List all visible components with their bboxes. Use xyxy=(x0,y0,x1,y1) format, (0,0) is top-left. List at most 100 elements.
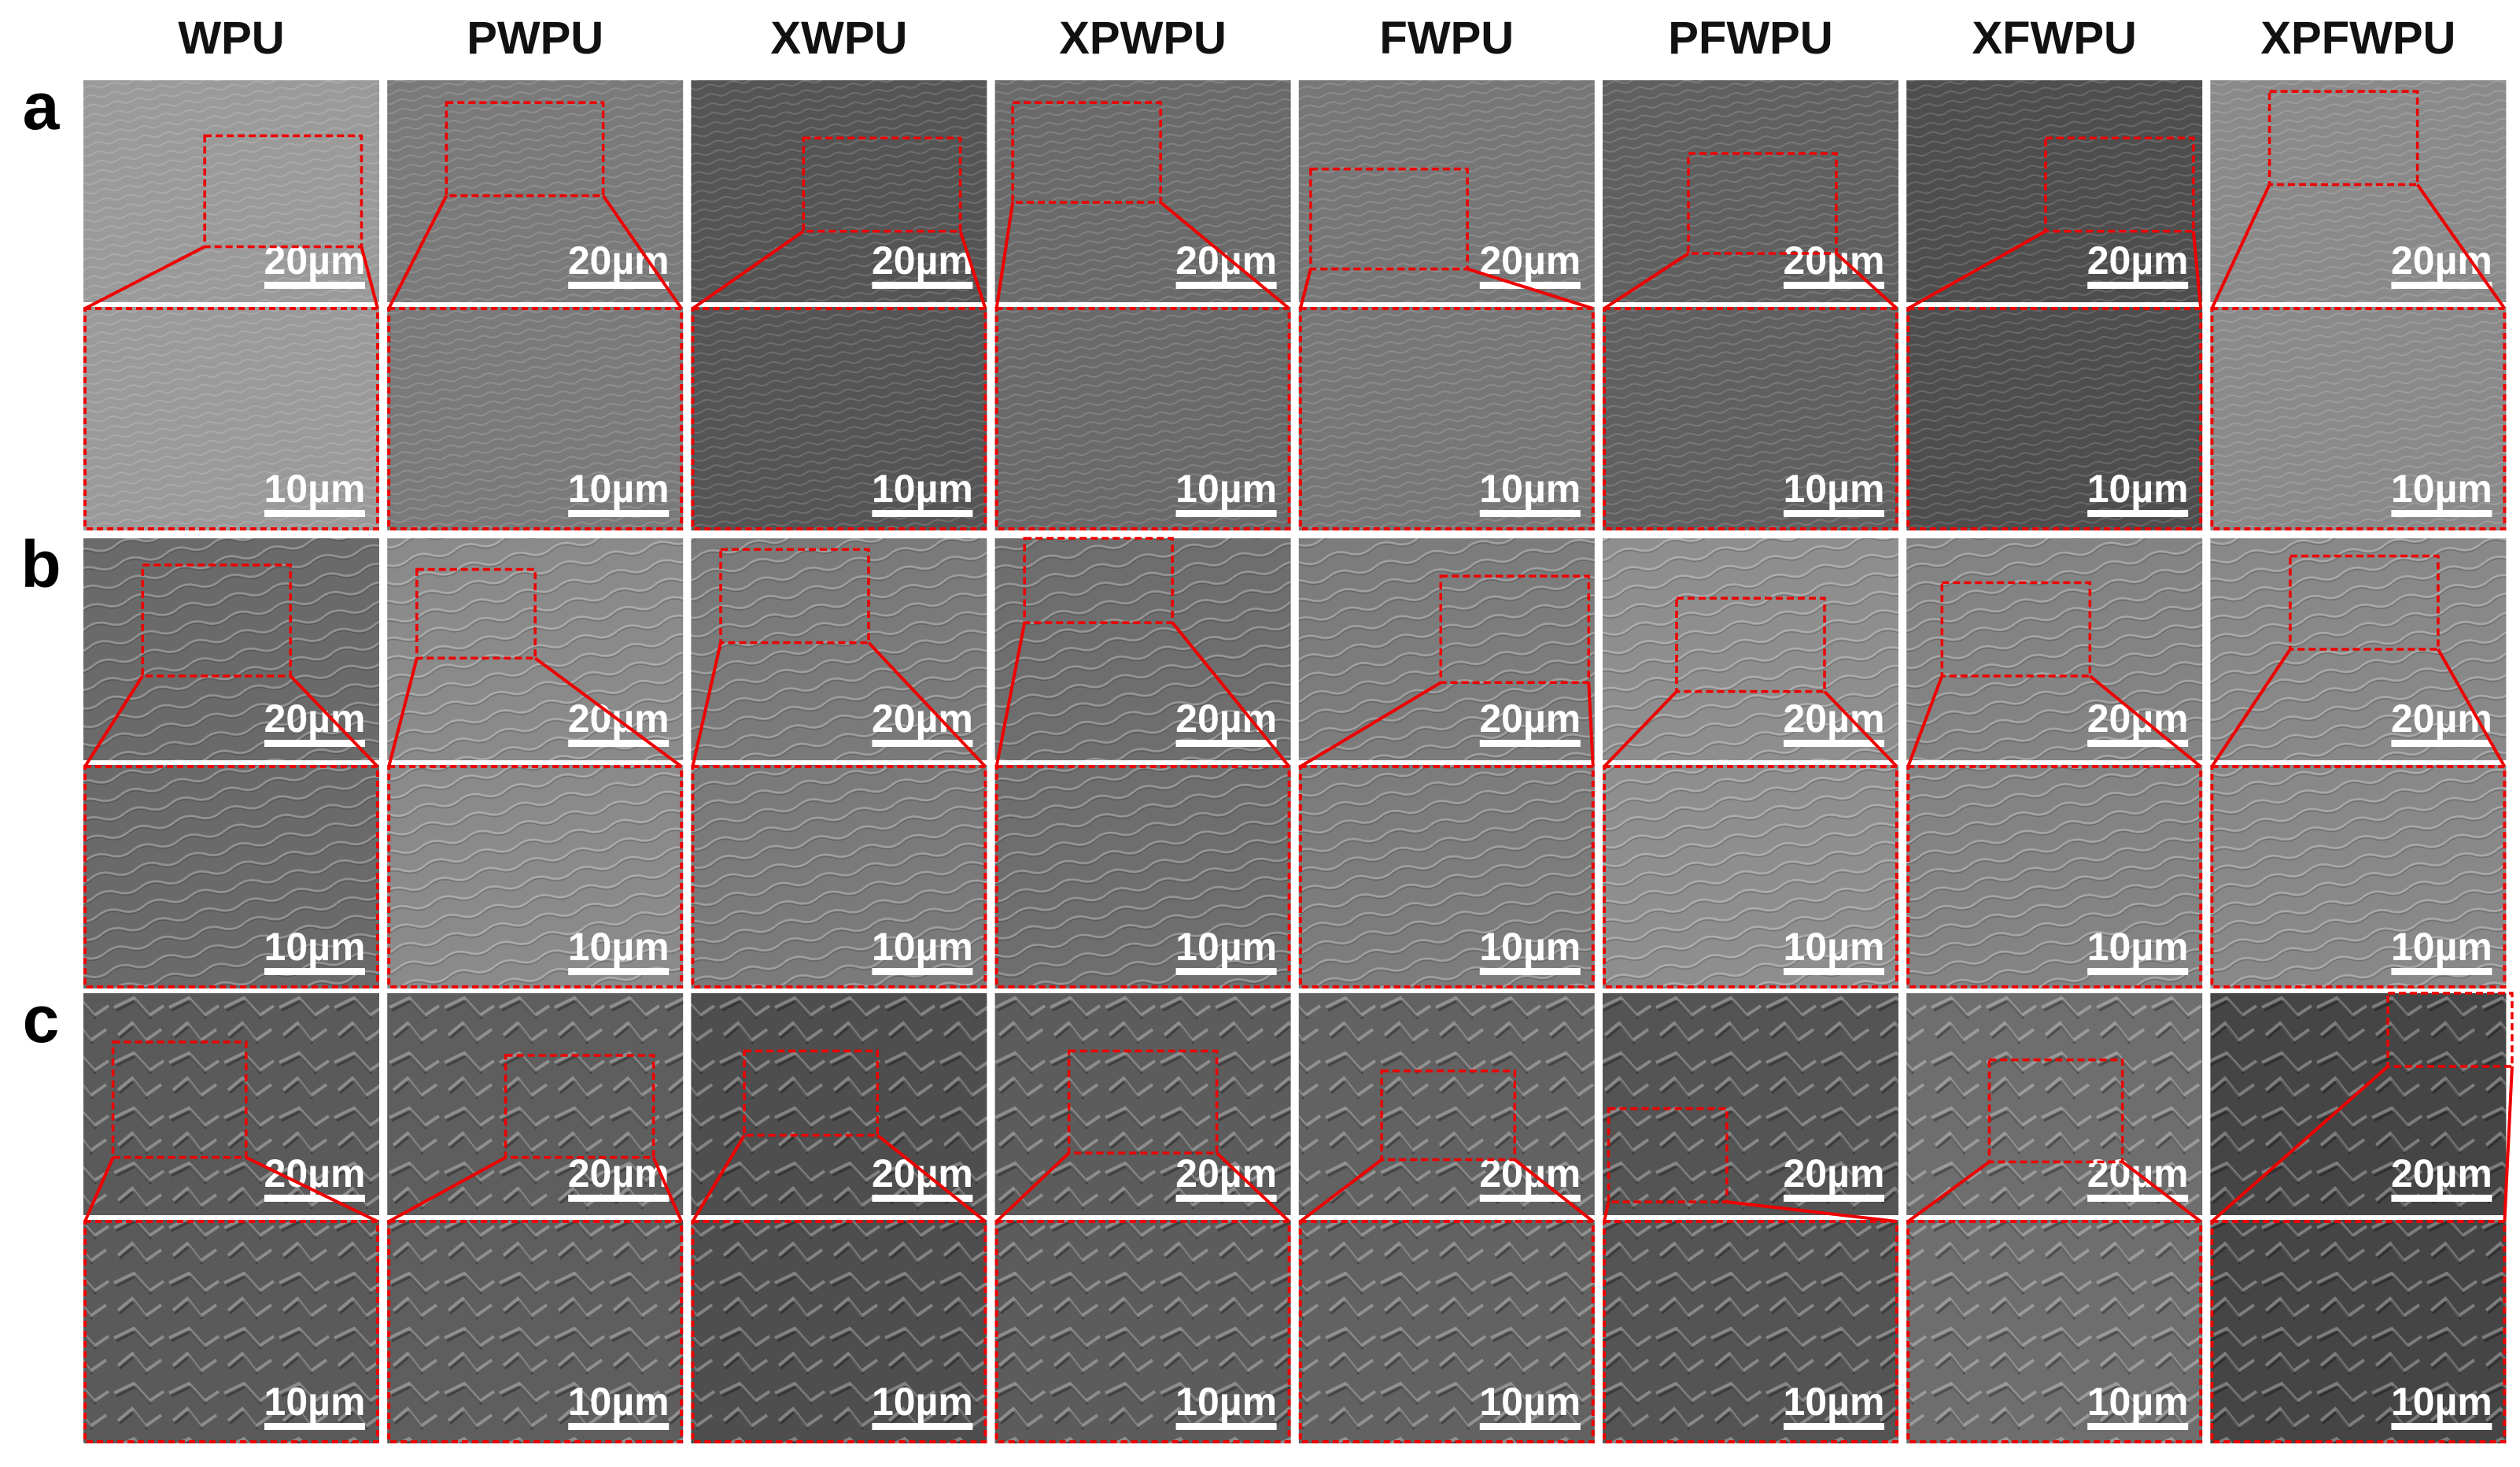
zoom-line xyxy=(534,656,683,768)
detail-border xyxy=(994,307,1291,530)
zoom-line xyxy=(2210,648,2292,768)
sem-panel: 10µm xyxy=(1603,1220,1898,1443)
detail-border xyxy=(691,765,987,988)
sem-panel: 10µm xyxy=(691,1220,987,1443)
scale-bar-label: 10µm xyxy=(264,925,366,969)
panel-texture xyxy=(691,538,987,760)
panel-texture xyxy=(2210,1220,2507,1443)
sem-panel: 10µm xyxy=(691,765,987,988)
panel-texture xyxy=(1603,538,1898,760)
panel-texture xyxy=(1298,80,1595,302)
zoom-line xyxy=(1603,690,1678,768)
zoom-box xyxy=(1607,1107,1729,1203)
panel-texture xyxy=(994,80,1291,302)
detail-border xyxy=(1298,307,1595,530)
panel-texture xyxy=(994,307,1291,530)
panel-texture xyxy=(1906,765,2203,988)
sem-panel: 10µm xyxy=(994,307,1291,530)
panel-texture xyxy=(83,307,379,530)
detail-border xyxy=(691,1220,987,1443)
sem-panel: 10µm xyxy=(691,307,987,530)
sem-panel: 20µm xyxy=(1906,80,2203,302)
sem-panel: 20µm xyxy=(387,538,684,760)
scale-bar xyxy=(872,740,973,747)
scale-bar-label: 10µm xyxy=(1479,1380,1581,1424)
zoom-line xyxy=(2191,231,2203,309)
panel-texture xyxy=(2210,307,2507,530)
scale-bar xyxy=(2391,510,2492,517)
panel-texture xyxy=(387,307,684,530)
panel-texture xyxy=(691,765,987,988)
sem-panel: 20µm xyxy=(387,80,684,302)
sem-panel: 20µm xyxy=(994,538,1291,760)
zoom-line xyxy=(1299,1158,1383,1223)
zoom-line xyxy=(388,1155,507,1223)
scale-bar xyxy=(264,282,365,289)
zoom-line xyxy=(602,194,683,310)
scale-bar xyxy=(1479,282,1581,289)
scale-bar xyxy=(2087,1195,2189,1202)
zoom-line xyxy=(84,245,206,310)
sem-panel: 10µm xyxy=(994,1220,1291,1443)
scale-bar xyxy=(1175,968,1277,975)
zoom-line xyxy=(387,194,448,309)
zoom-line xyxy=(289,674,379,768)
scale-bar-label: 20µm xyxy=(2087,238,2189,283)
sem-panel: 10µm xyxy=(1298,765,1595,988)
panel-texture xyxy=(691,80,987,302)
scale-bar xyxy=(1175,1423,1277,1430)
zoom-line xyxy=(245,1155,378,1223)
scale-bar xyxy=(1175,1195,1277,1202)
scale-bar xyxy=(2391,282,2492,289)
sem-panel: 10µm xyxy=(83,1220,379,1443)
zoom-box xyxy=(2289,554,2440,651)
scale-bar-label: 20µm xyxy=(1784,238,1885,283)
sem-panel: 20µm xyxy=(2210,538,2507,760)
scale-bar-label: 20µm xyxy=(872,238,973,283)
scale-bar-label: 10µm xyxy=(264,1380,366,1424)
sem-panel: 10µm xyxy=(2210,1220,2507,1443)
panel-texture xyxy=(994,765,1291,988)
zoom-line xyxy=(83,1156,115,1222)
zoom-line xyxy=(995,1151,1070,1223)
scale-bar-label: 10µm xyxy=(1175,1380,1277,1424)
sem-panel: 10µm xyxy=(1906,307,2203,530)
zoom-line xyxy=(2415,183,2507,310)
scale-bar-label: 10µm xyxy=(568,925,670,969)
scale-bar-label: 10µm xyxy=(1175,467,1277,511)
scale-bar xyxy=(264,510,365,517)
zoom-box xyxy=(1987,1058,2124,1164)
detail-border xyxy=(1603,307,1898,530)
panel-texture xyxy=(994,1220,1291,1443)
sem-panel: 10µm xyxy=(1603,307,1898,530)
column-header: PWPU xyxy=(467,13,603,64)
column-header: XWPU xyxy=(770,13,907,64)
column-header: XPFWPU xyxy=(2260,13,2455,64)
scale-bar xyxy=(568,1423,670,1430)
scale-bar xyxy=(2391,1195,2492,1202)
sem-panel: 10µm xyxy=(2210,765,2507,988)
scale-bar-label: 20µm xyxy=(1175,238,1277,283)
detail-border xyxy=(387,307,684,530)
zoom-line xyxy=(1906,675,1944,767)
scale-bar-label: 10µm xyxy=(568,467,670,511)
sem-panel: 20µm xyxy=(2210,993,2507,1215)
panel-texture xyxy=(1906,307,2203,530)
scale-bar xyxy=(1784,1195,1884,1202)
zoom-line xyxy=(1603,1201,1611,1222)
zoom-line xyxy=(1171,621,1291,768)
scale-bar-label: 20µm xyxy=(2391,1151,2492,1195)
sem-panel: 20µm xyxy=(1906,538,2203,760)
sem-panel: 20µm xyxy=(83,80,379,302)
scale-bar xyxy=(1784,282,1884,289)
scale-bar-label: 20µm xyxy=(872,1151,973,1195)
panel-texture xyxy=(83,993,379,1215)
zoom-box xyxy=(111,1040,248,1159)
scale-bar-label: 10µm xyxy=(2087,925,2189,969)
scale-bar-label: 20µm xyxy=(1784,697,1885,741)
zoom-line xyxy=(1726,1200,1898,1223)
sem-panel: 10µm xyxy=(1298,307,1595,530)
panel-texture xyxy=(83,538,379,760)
scale-bar xyxy=(264,740,365,747)
